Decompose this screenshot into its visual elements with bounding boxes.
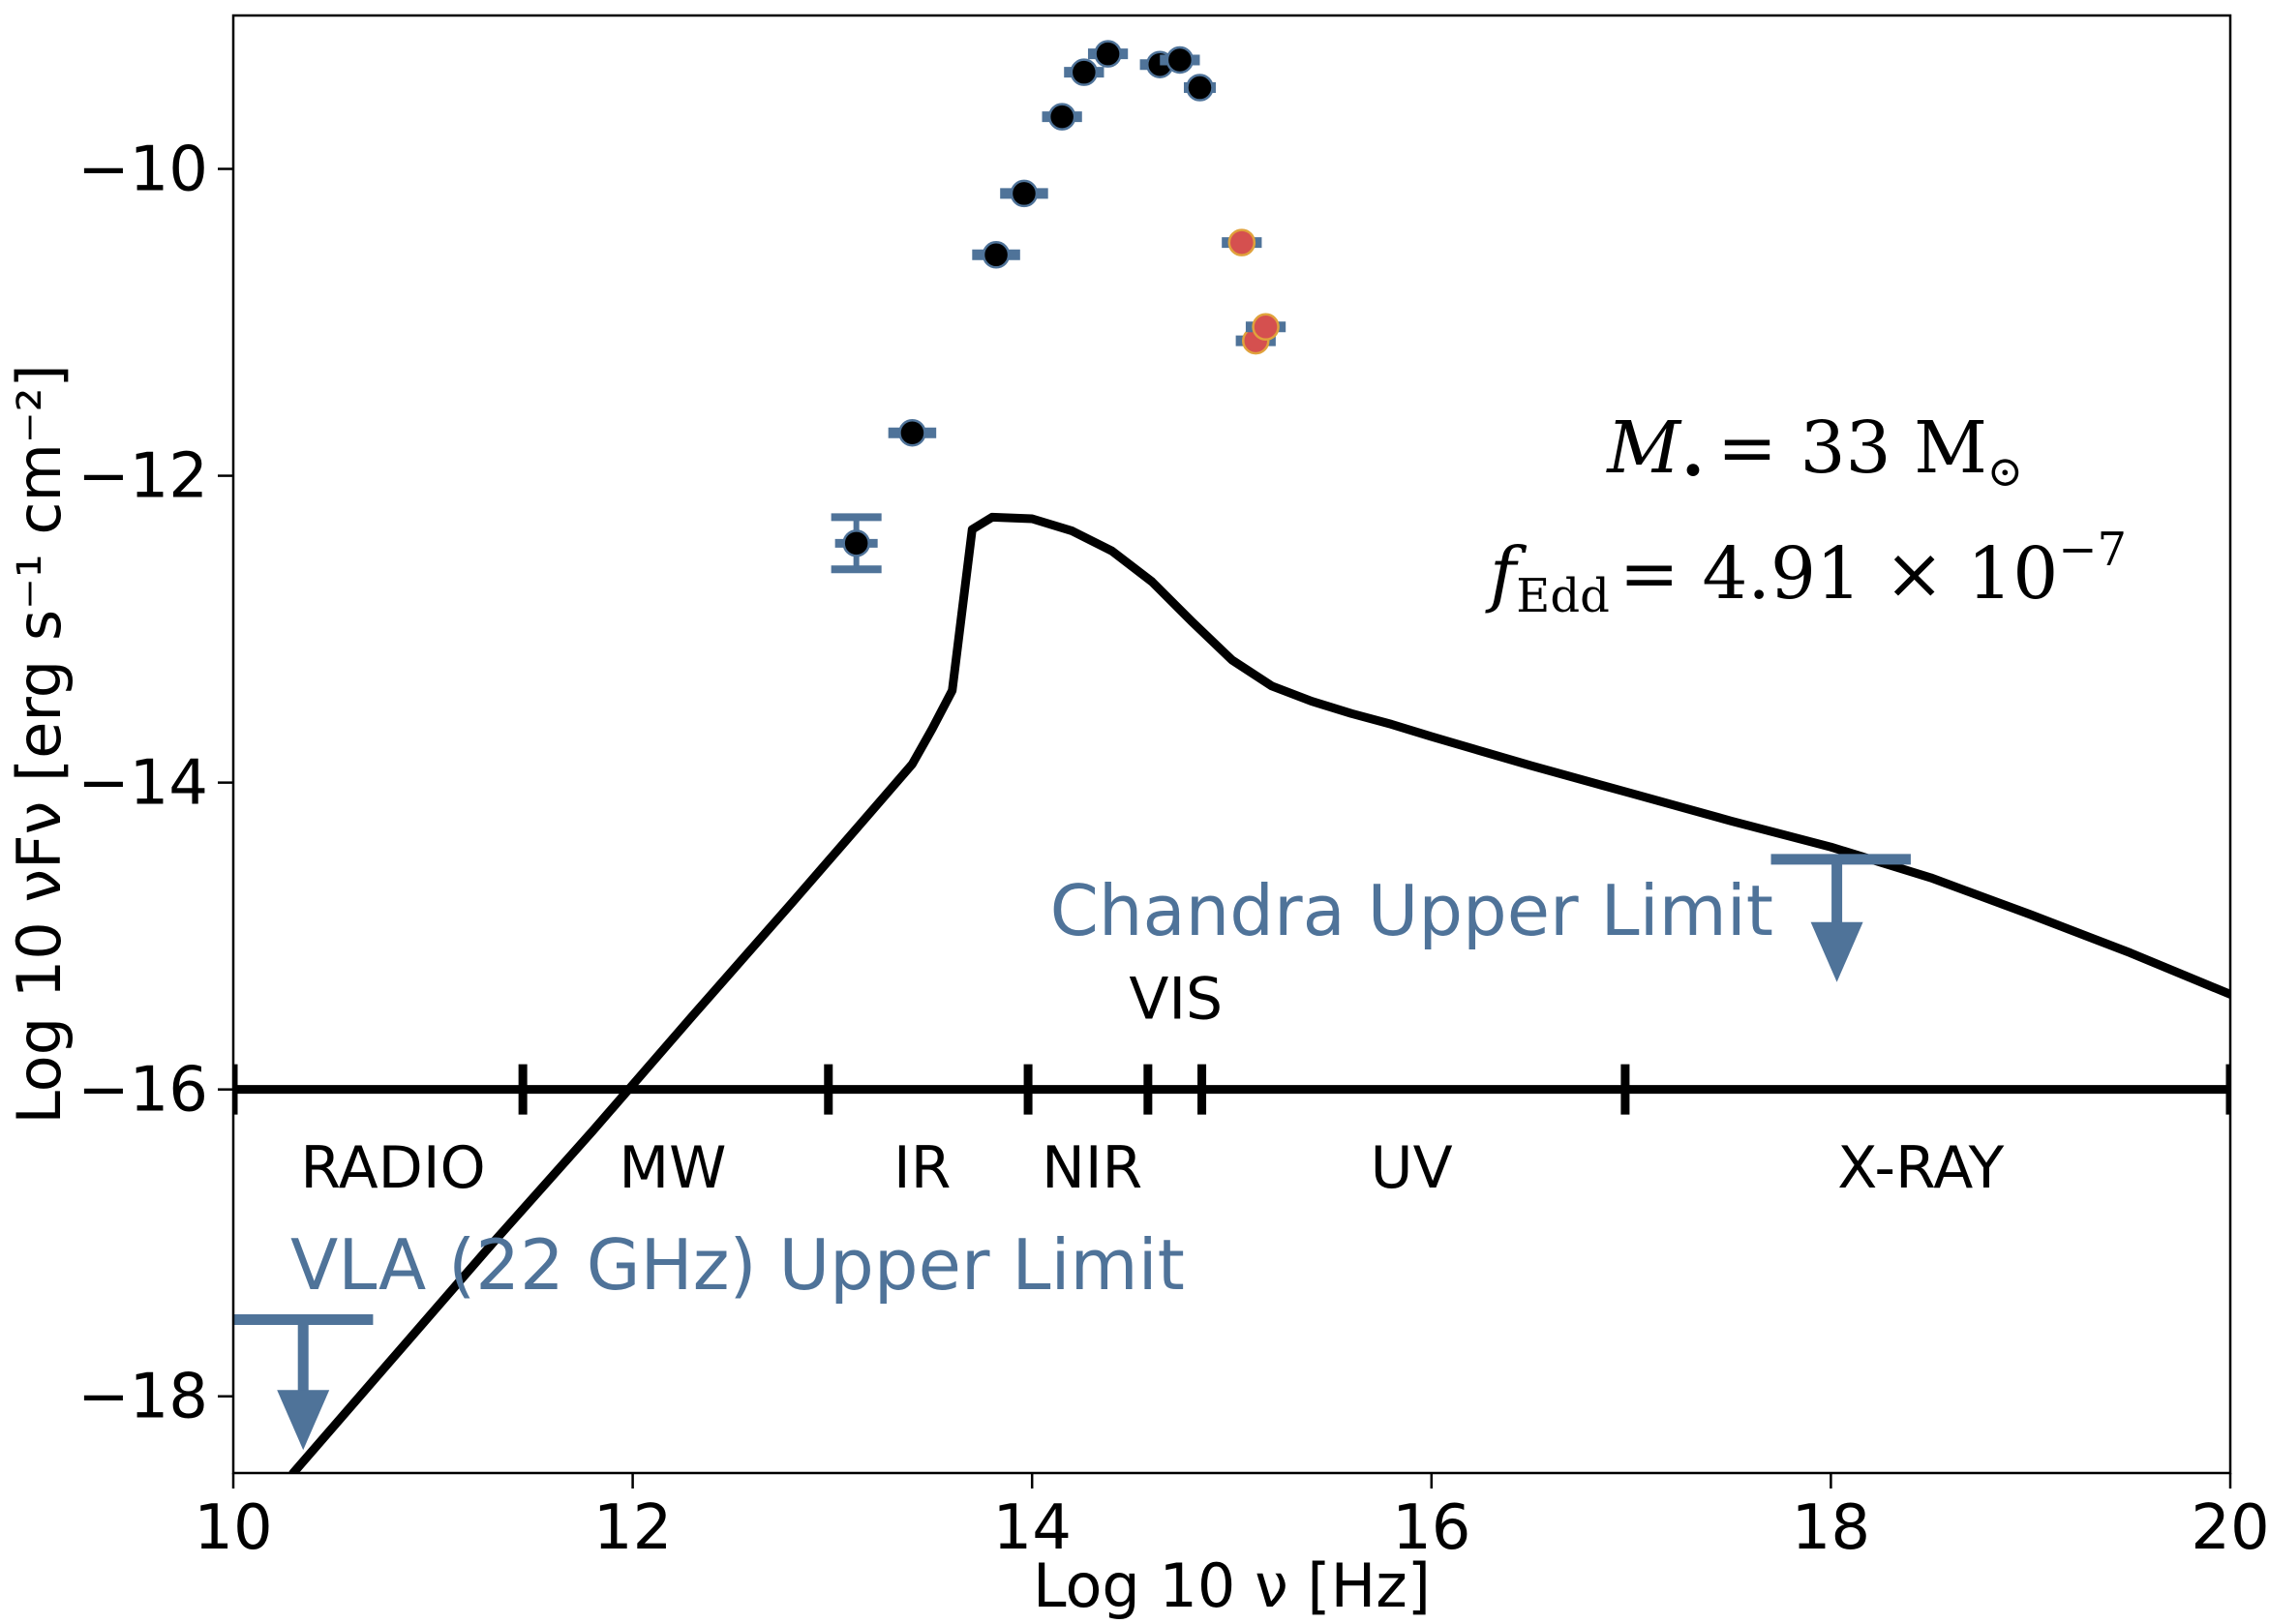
black-data-point bbox=[888, 418, 937, 447]
fedd-value: = 4.91 × 10 bbox=[1619, 532, 2059, 616]
axes: 10 12 14 16 18 20 −10 −12 −14 −16 −18 RADIO MW IR NIR V… bbox=[77, 14, 2269, 1564]
black-data-marker bbox=[1047, 103, 1076, 131]
red-data-marker bbox=[1227, 228, 1256, 256]
model-sed-curve bbox=[288, 512, 2230, 1473]
x-tick-label: 12 bbox=[593, 1492, 672, 1564]
y-tick-label: −18 bbox=[77, 1362, 208, 1433]
chandra-upper-limit-label: Chandra Upper Limit bbox=[1050, 870, 1773, 951]
black-data-marker bbox=[1094, 40, 1122, 68]
x-tick-label: 16 bbox=[1392, 1492, 1470, 1564]
black-data-marker bbox=[1070, 58, 1099, 86]
down-arrow-icon bbox=[277, 1390, 330, 1451]
black-data-marker bbox=[842, 529, 870, 557]
y-axis-label: Log 10 νFν [erg s⁻¹ cm⁻²] bbox=[4, 364, 75, 1124]
mass-symbol: M bbox=[1605, 406, 1682, 490]
fedd-exponent: −7 bbox=[2058, 523, 2127, 577]
black-data-marker bbox=[1186, 74, 1214, 102]
vla-upper-limit-marker bbox=[233, 1313, 374, 1451]
x-tick-label: 10 bbox=[194, 1492, 272, 1564]
x-tick-label: 18 bbox=[1792, 1492, 1870, 1564]
x-tick-label: 20 bbox=[2191, 1492, 2269, 1564]
black-data-point bbox=[1064, 58, 1104, 86]
band-label-ir: IR bbox=[893, 1134, 951, 1202]
band-label-mw: MW bbox=[619, 1134, 726, 1202]
black-data-marker bbox=[982, 241, 1011, 269]
chandra-upper-limit-marker bbox=[1770, 854, 1911, 982]
vla-upper-limit-label: VLA (22 GHz) Upper Limit bbox=[290, 1224, 1185, 1306]
red-data-point bbox=[1245, 313, 1286, 342]
black-data-point bbox=[972, 241, 1020, 269]
mass-subscript: • bbox=[1680, 447, 1706, 496]
band-label-vis: VIS bbox=[1129, 966, 1223, 1034]
black-data-marker bbox=[898, 418, 926, 447]
y-tick-label: −12 bbox=[77, 441, 208, 513]
red-data-point bbox=[1222, 228, 1262, 256]
band-label-uv: UV bbox=[1371, 1134, 1453, 1202]
red-data-marker bbox=[1252, 313, 1280, 342]
y-tick-label: −16 bbox=[77, 1055, 208, 1127]
black-data-point bbox=[1000, 179, 1048, 208]
black-data-marker bbox=[1010, 179, 1039, 208]
fedd-subscript: Edd bbox=[1516, 569, 1610, 623]
chart-text: Log 10 ν [Hz] Log 10 νFν [erg s⁻¹ cm⁻²] … bbox=[4, 364, 2127, 1621]
down-arrow-icon bbox=[1810, 921, 1863, 982]
plot-area bbox=[233, 40, 2230, 1473]
mass-value: = 33 M bbox=[1717, 406, 1987, 490]
svg-text:M•= 33 M⊙: M• = 33 M⊙ bbox=[1605, 406, 2023, 496]
black-data-point bbox=[1160, 45, 1200, 75]
plot-frame bbox=[231, 14, 2232, 1475]
band-label-radio: RADIO bbox=[300, 1134, 485, 1202]
x-tick-label: 14 bbox=[992, 1492, 1071, 1564]
x-axis-label: Log 10 ν [Hz] bbox=[1033, 1550, 1431, 1621]
band-label-nir: NIR bbox=[1042, 1134, 1142, 1202]
y-tick-label: −10 bbox=[77, 135, 208, 206]
black-data-marker bbox=[1165, 45, 1195, 75]
black-data-point bbox=[1042, 103, 1082, 131]
black-data-point bbox=[1183, 74, 1216, 102]
band-label-xray: X-RAY bbox=[1837, 1134, 2004, 1202]
black-data-point bbox=[1087, 40, 1129, 68]
y-tick-label: −14 bbox=[77, 748, 208, 820]
mass-annotation: M• = 33 M⊙ bbox=[1605, 406, 2023, 496]
black-data-point bbox=[831, 513, 882, 574]
solar-subscript: ⊙ bbox=[1987, 447, 2023, 496]
